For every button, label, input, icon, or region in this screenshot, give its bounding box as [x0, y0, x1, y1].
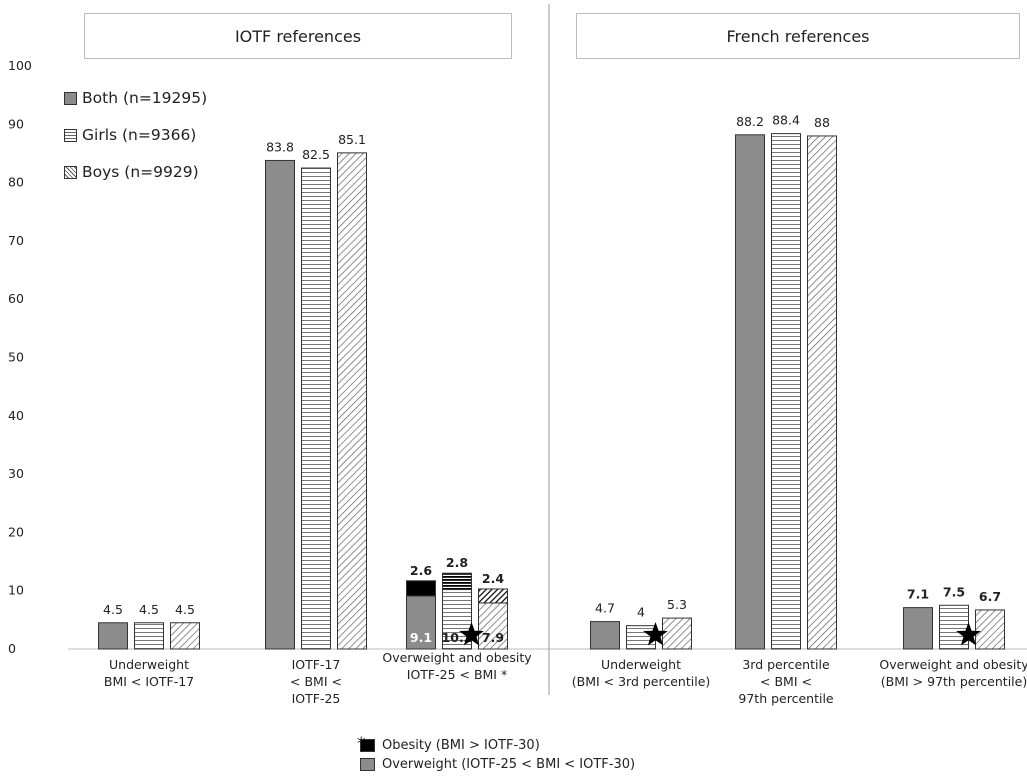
legend-swatch-boys [64, 165, 77, 179]
bar-girls [301, 167, 331, 650]
bar-obesity-girls [442, 572, 472, 591]
legend-label-girls: Girls (n=9366) [82, 126, 197, 144]
data-label: 4 [637, 605, 645, 620]
significance-star-icon [459, 622, 484, 646]
bar-both [265, 159, 295, 650]
panel-title-french-text: French references [726, 26, 870, 46]
data-label: 7.1 [907, 587, 929, 602]
bar-boys [975, 609, 1005, 650]
bar-both [735, 134, 765, 650]
data-label: 83.8 [266, 139, 294, 154]
legend-swatch-girls [64, 128, 77, 142]
y-tick-label: 30 [8, 466, 24, 481]
data-label: 88.2 [736, 114, 764, 129]
y-tick-label: 50 [8, 350, 24, 365]
bar-overweight-boys [478, 602, 508, 650]
data-label: 5.3 [667, 597, 687, 612]
y-tick-label: 10 [8, 583, 24, 598]
data-label: 2.8 [446, 555, 468, 570]
bar-both [98, 622, 128, 650]
legend-item-boys: Boys (n=9929) [64, 163, 199, 181]
x-category-label: Underweight (BMI < 3rd percentile) [571, 657, 711, 689]
data-label: 4.7 [595, 601, 615, 616]
bar-boys [337, 152, 367, 650]
bar-obesity-both [406, 580, 436, 597]
legend-item-both: Both (n=19295) [64, 89, 207, 107]
significance-star-icon [643, 622, 668, 646]
data-label: 4.5 [139, 602, 159, 617]
y-tick-label: 40 [8, 408, 24, 423]
data-label: 2.6 [410, 563, 432, 578]
x-category-label: 3rd percentile < BMI < 97th percentile [738, 657, 834, 706]
legend-swatch-both [64, 91, 77, 105]
panel-title-iotf: IOTF references [84, 13, 512, 59]
legend-label-boys: Boys (n=9929) [82, 163, 199, 181]
y-tick-label: 90 [8, 116, 24, 131]
x-category-label: Overweight and obesity (BMI > 97th perce… [879, 657, 1027, 689]
bar-boys [170, 622, 200, 650]
bar-both [903, 607, 933, 650]
x-category-label: Overweight and obesity IOTF-25 < BMI * [382, 650, 532, 682]
footnote-swatch-overweight [360, 758, 375, 771]
data-label: 7.9 [482, 630, 504, 645]
x-category-label: Underweight BMI < IOTF-17 [103, 657, 195, 689]
footnote-obesity-text: Obesity (BMI > IOTF-30) [382, 738, 540, 753]
bar-both [590, 621, 620, 650]
x-category-label: IOTF-17 < BMI < IOTF-25 [290, 657, 342, 706]
data-label: 7.5 [943, 584, 965, 599]
bar-boys [807, 135, 837, 650]
y-tick-label: 20 [8, 524, 24, 539]
footnote-swatch-obesity [360, 739, 375, 752]
data-label: 6.7 [979, 589, 1001, 604]
panel-title-iotf-text: IOTF references [234, 26, 362, 46]
y-tick-label: 100 [8, 58, 32, 73]
y-tick-label: 60 [8, 291, 24, 306]
data-label: 4.5 [103, 602, 123, 617]
significance-star-icon [956, 622, 981, 646]
bar-girls [771, 133, 801, 650]
data-label: 2.4 [482, 571, 504, 586]
data-label: 9.1 [410, 630, 432, 645]
data-label: 88 [814, 115, 830, 130]
legend-label-both: Both (n=19295) [82, 89, 208, 107]
footnote-overweight-text: Overweight (IOTF-25 < BMI < IOTF-30) [382, 757, 636, 772]
data-label: 82.5 [302, 147, 330, 162]
data-label: 85.1 [338, 132, 366, 147]
bar-girls [134, 622, 164, 650]
panel-title-french: French references [576, 13, 1020, 59]
bar-overweight-both [406, 595, 436, 650]
y-tick-label: 70 [8, 233, 24, 248]
bar-boys [662, 617, 692, 650]
y-tick-label: 80 [8, 175, 24, 190]
footnote-overweight: Overweight (IOTF-25 < BMI < IOTF-30) [360, 757, 635, 772]
data-label: 88.4 [772, 113, 800, 128]
footnote-obesity: Obesity (BMI > IOTF-30) [360, 738, 540, 753]
bar-obesity-boys [478, 588, 508, 604]
legend-item-girls: Girls (n=9366) [64, 126, 196, 144]
data-label: 4.5 [175, 602, 195, 617]
y-tick-label: 0 [8, 641, 16, 656]
